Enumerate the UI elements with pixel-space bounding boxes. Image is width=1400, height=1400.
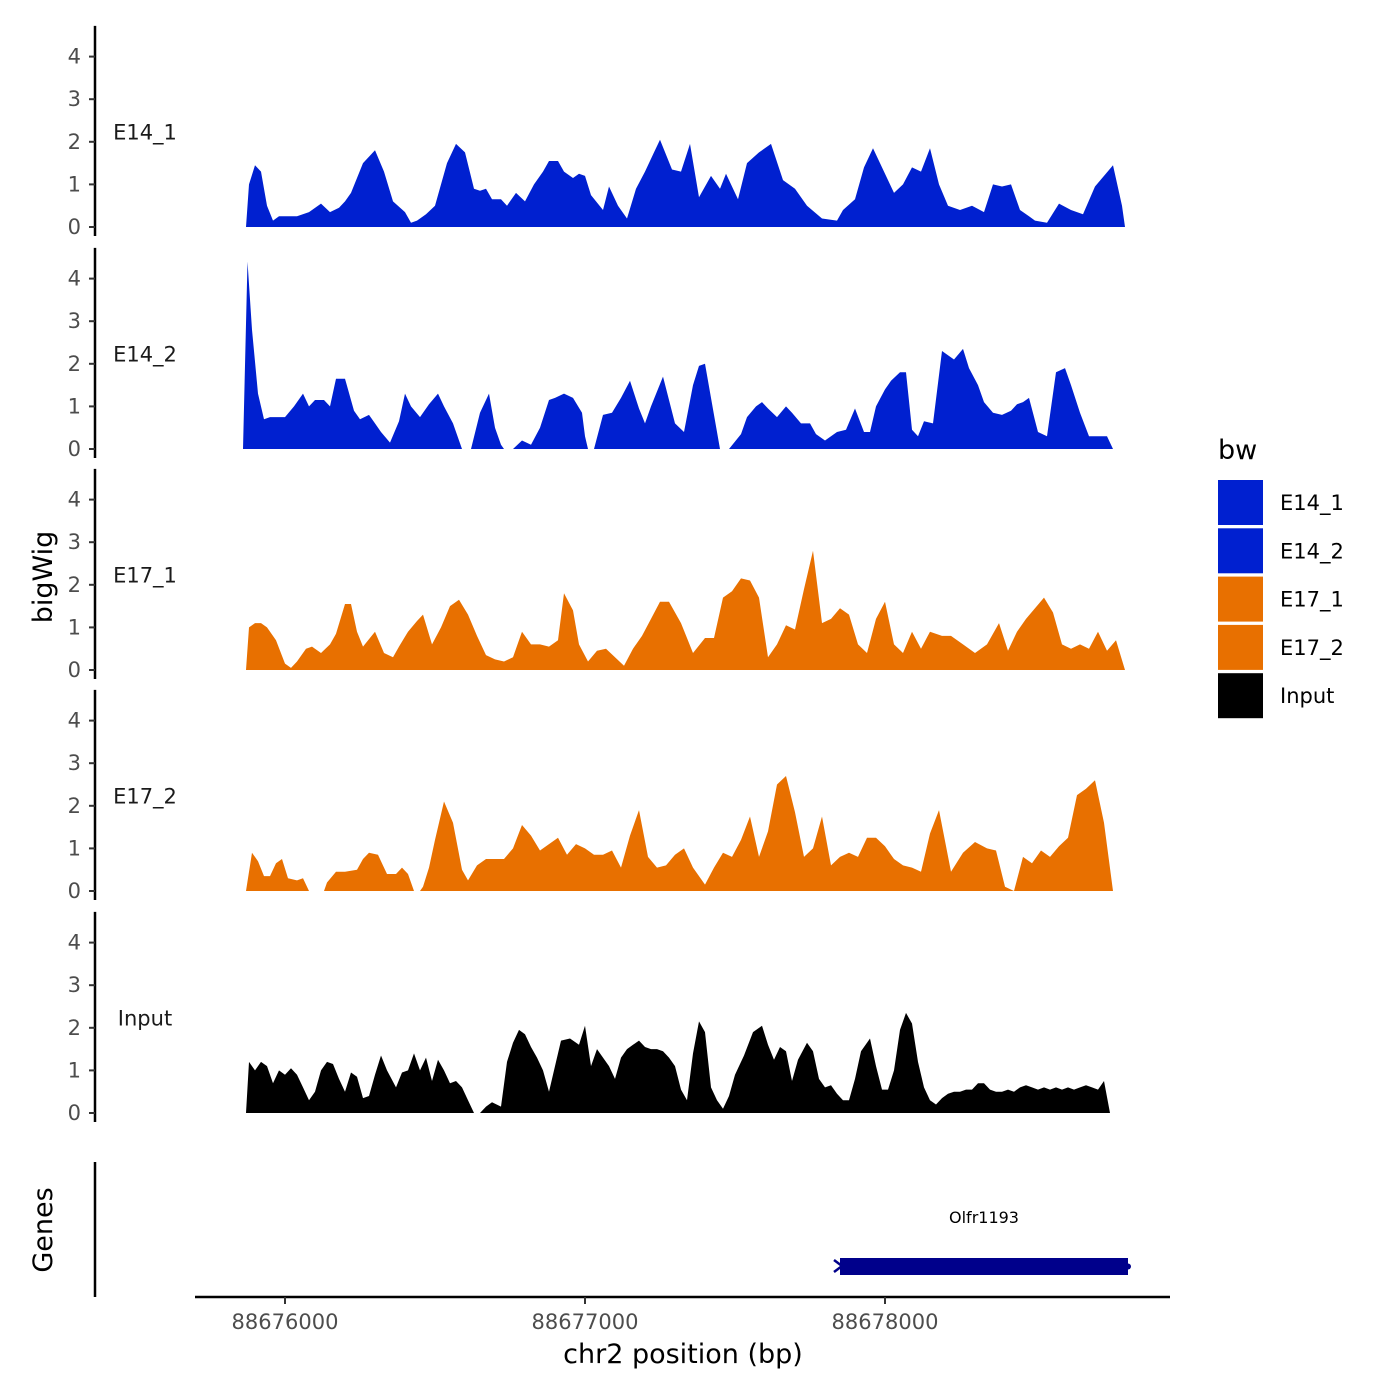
track-label: Input <box>118 1007 172 1031</box>
gene-end-marker <box>1125 1263 1131 1270</box>
x-tick-label: 88677000 <box>532 1310 639 1334</box>
legend-item: E14_1 <box>1218 480 1344 525</box>
legend-label: E14_1 <box>1280 491 1344 516</box>
y-tick-label: 0 <box>68 215 81 239</box>
track-E17_1: 0 1 2 3 4 E17_1 <box>68 468 1125 682</box>
y-tick-label: 4 <box>68 267 81 291</box>
legend-item: E17_2 <box>1218 624 1344 670</box>
legend-item: Input <box>1218 673 1334 719</box>
x-tick-label: 88676000 <box>232 1310 339 1334</box>
track-label: E14_1 <box>113 121 177 146</box>
y-tick-label: 4 <box>68 45 81 69</box>
x-axis: 88676000 88677000 88678000 <box>195 1295 1170 1334</box>
track-E14_1: 0 1 2 3 4 E14_1 <box>68 25 1125 239</box>
y-tick-label: 2 <box>68 352 81 376</box>
y-tick-label: 4 <box>68 931 81 955</box>
area-E17_2 <box>246 776 1113 891</box>
y-tick-label: 2 <box>68 130 81 154</box>
legend-swatch <box>1218 673 1263 719</box>
tracks-layer: 0 1 2 3 4 E14_1 0 1 2 3 4 E14_2 0 1 2 3 4 E17_1 0 1 2 3 4 E17_2… <box>68 25 1125 1125</box>
y-tick-label: 2 <box>68 1016 81 1040</box>
track-E14_2: 0 1 2 3 4 E14_2 <box>68 247 1113 461</box>
area-E14_2 <box>243 261 1113 449</box>
y-tick-label: 3 <box>68 973 81 997</box>
y-tick-label: 1 <box>68 172 81 196</box>
legend-label: E17_1 <box>1280 588 1344 613</box>
legend-swatch <box>1218 576 1263 622</box>
area-Input <box>246 1012 1116 1113</box>
genes-panel: Olfr1193 <box>93 1162 1131 1297</box>
track-Input: 0 1 2 3 4 Input <box>68 911 1116 1125</box>
y-tick-label: 4 <box>68 488 81 512</box>
gene-body <box>840 1258 1128 1275</box>
track-label: E17_2 <box>113 785 177 810</box>
y-tick-label: 1 <box>68 615 81 639</box>
area-E17_1 <box>246 550 1125 670</box>
y-tick-label: 0 <box>68 658 81 682</box>
y-tick-label: 3 <box>68 87 81 111</box>
legend-item: E17_1 <box>1218 576 1344 622</box>
track-label: E17_1 <box>113 564 177 589</box>
track-E17_2: 0 1 2 3 4 E17_2 <box>68 689 1113 903</box>
legend-label: E14_2 <box>1280 539 1344 564</box>
y-tick-label: 0 <box>68 437 81 461</box>
legend-swatch <box>1218 624 1263 670</box>
y-tick-label: 3 <box>68 530 81 554</box>
y-tick-label: 1 <box>68 1058 81 1082</box>
legend-title: bw <box>1218 435 1257 466</box>
legend: bw E14_1 E14_2 E17_1 E17_2 Input <box>1218 435 1344 719</box>
genes-axis-title: Genes <box>28 1187 59 1272</box>
x-axis-title: chr2 position (bp) <box>563 1339 803 1370</box>
legend-label: Input <box>1280 684 1334 708</box>
y-tick-label: 2 <box>68 573 81 597</box>
y-tick-label: 0 <box>68 1101 81 1125</box>
gene-label: Olfr1193 <box>949 1208 1019 1227</box>
y-tick-label: 1 <box>68 394 81 418</box>
y-tick-label: 2 <box>68 794 81 818</box>
legend-swatch <box>1218 528 1263 574</box>
y-tick-label: 0 <box>68 879 81 903</box>
track-label: E14_2 <box>113 343 177 368</box>
y-tick-label: 4 <box>68 709 81 733</box>
y-axis-title: bigWig <box>28 531 59 624</box>
y-tick-label: 3 <box>68 309 81 333</box>
legend-label: E17_2 <box>1280 636 1344 661</box>
gene-Olfr1193: Olfr1193 <box>833 1208 1131 1275</box>
y-tick-label: 1 <box>68 836 81 860</box>
legend-item: E14_2 <box>1218 528 1344 574</box>
strand-arrow-icon <box>833 1259 845 1273</box>
legend-swatch <box>1218 480 1263 525</box>
x-tick-label: 88678000 <box>832 1310 939 1334</box>
area-E14_1 <box>246 139 1125 227</box>
y-tick-label: 3 <box>68 751 81 775</box>
